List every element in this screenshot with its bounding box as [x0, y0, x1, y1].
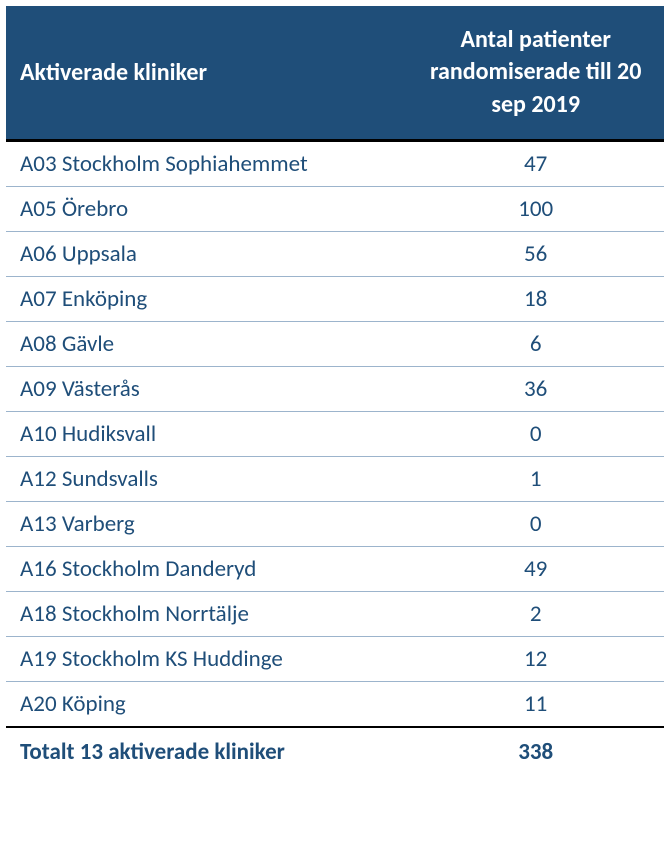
table-row: A19 Stockholm KS Huddinge12 — [6, 637, 664, 682]
cell-count: 2 — [407, 592, 664, 637]
cell-count: 0 — [407, 412, 664, 457]
table-row: A12 Sundsvalls1 — [6, 457, 664, 502]
cell-clinic: A12 Sundsvalls — [6, 457, 407, 502]
cell-clinic: A03 Stockholm Sophiahemmet — [6, 141, 407, 187]
cell-count: 100 — [407, 187, 664, 232]
table-row: A16 Stockholm Danderyd49 — [6, 547, 664, 592]
cell-clinic: A06 Uppsala — [6, 232, 407, 277]
cell-count: 6 — [407, 322, 664, 367]
cell-clinic: A16 Stockholm Danderyd — [6, 547, 407, 592]
table-row: A10 Hudiksvall0 — [6, 412, 664, 457]
cell-count: 18 — [407, 277, 664, 322]
footer-label: Totalt 13 aktiverade kliniker — [6, 727, 407, 776]
clinics-table: Aktiverade kliniker Antal patienter rand… — [6, 6, 664, 776]
header-count: Antal patienter randomiserade till 20 se… — [407, 6, 664, 141]
table-row: A20 Köping11 — [6, 682, 664, 728]
cell-count: 49 — [407, 547, 664, 592]
table-header-row: Aktiverade kliniker Antal patienter rand… — [6, 6, 664, 141]
table-footer-row: Totalt 13 aktiverade kliniker 338 — [6, 727, 664, 776]
cell-count: 1 — [407, 457, 664, 502]
table-row: A05 Örebro100 — [6, 187, 664, 232]
table-row: A07 Enköping18 — [6, 277, 664, 322]
cell-clinic: A20 Köping — [6, 682, 407, 728]
cell-clinic: A07 Enköping — [6, 277, 407, 322]
clinics-table-container: Aktiverade kliniker Antal patienter rand… — [0, 0, 670, 782]
cell-clinic: A05 Örebro — [6, 187, 407, 232]
cell-count: 36 — [407, 367, 664, 412]
header-clinic: Aktiverade kliniker — [6, 6, 407, 141]
table-row: A06 Uppsala56 — [6, 232, 664, 277]
table-row: A13 Varberg0 — [6, 502, 664, 547]
cell-count: 47 — [407, 141, 664, 187]
cell-clinic: A09 Västerås — [6, 367, 407, 412]
cell-count: 11 — [407, 682, 664, 728]
table-row: A18 Stockholm Norrtälje2 — [6, 592, 664, 637]
footer-total: 338 — [407, 727, 664, 776]
cell-clinic: A08 Gävle — [6, 322, 407, 367]
cell-count: 0 — [407, 502, 664, 547]
cell-clinic: A10 Hudiksvall — [6, 412, 407, 457]
cell-clinic: A19 Stockholm KS Huddinge — [6, 637, 407, 682]
cell-clinic: A13 Varberg — [6, 502, 407, 547]
cell-count: 12 — [407, 637, 664, 682]
table-body: A03 Stockholm Sophiahemmet47A05 Örebro10… — [6, 141, 664, 728]
table-row: A09 Västerås36 — [6, 367, 664, 412]
cell-count: 56 — [407, 232, 664, 277]
cell-clinic: A18 Stockholm Norrtälje — [6, 592, 407, 637]
table-row: A03 Stockholm Sophiahemmet47 — [6, 141, 664, 187]
table-row: A08 Gävle6 — [6, 322, 664, 367]
